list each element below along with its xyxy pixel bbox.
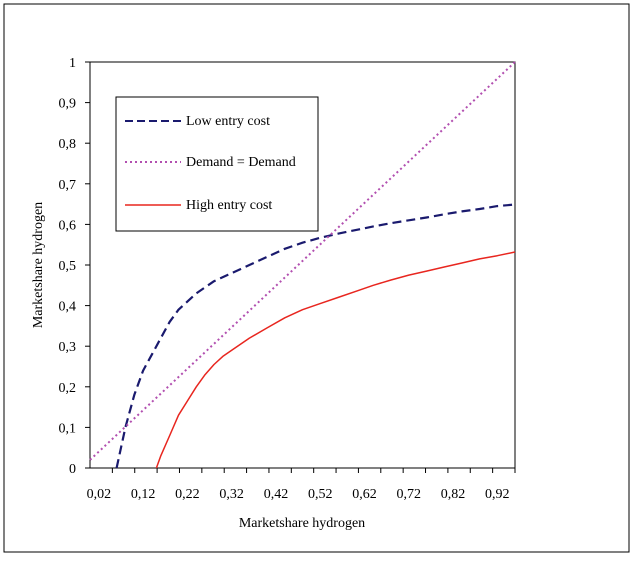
y-tick-label: 0,5 (59, 259, 77, 274)
legend-label-high-entry-cost: High entry cost (186, 198, 272, 213)
legend-label-low-entry-cost: Low entry cost (186, 114, 270, 129)
x-tick-label: 0,62 (352, 487, 377, 502)
y-axis-title: Marketshare hydrogen (31, 202, 46, 328)
x-tick-label: 0,92 (485, 487, 510, 502)
x-tick-label: 0,32 (219, 487, 244, 502)
y-tick-label: 0 (69, 462, 76, 477)
y-tick-label: 0,7 (59, 178, 77, 193)
y-tick-label: 0,6 (59, 218, 77, 233)
x-tick-label: 0,52 (308, 487, 333, 502)
y-axis-ticks: 0 0,1 0,2 0,3 0,4 0,5 0,6 0,7 0,8 0,9 1 (59, 56, 90, 477)
x-tick-label: 0,02 (87, 487, 112, 502)
x-axis-ticks: 0,02 0,12 0,22 0,32 0,42 0,52 0,62 0,72 0,82 0,92 (87, 468, 516, 502)
x-tick-label: 0,72 (397, 487, 422, 502)
y-tick-label: 0,4 (59, 300, 77, 315)
y-tick-label: 0,1 (59, 421, 77, 436)
legend-label-demand: Demand = Demand (186, 155, 296, 170)
x-tick-label: 0,82 (441, 487, 466, 502)
y-tick-label: 0,9 (59, 97, 77, 112)
x-axis-title: Marketshare hydrogen (239, 516, 365, 531)
series-line-high-entry-cost (155, 251, 516, 469)
chart-frame (3, 3, 630, 553)
x-tick-label: 0,22 (175, 487, 200, 502)
series-line-demand-demand (89, 61, 516, 461)
x-tick-label: 0,42 (264, 487, 289, 502)
y-tick-label: 0,2 (59, 381, 77, 396)
series-line-low-entry-cost (115, 203, 516, 469)
y-tick-label: 0,3 (59, 340, 77, 355)
y-tick-label: 1 (69, 56, 76, 71)
series-layer (89, 61, 516, 469)
legend-box (115, 96, 319, 232)
x-tick-label: 0,12 (131, 487, 156, 502)
y-tick-label: 0,8 (59, 137, 77, 152)
legend: Low entry cost Demand = Demand High entr… (115, 96, 319, 232)
